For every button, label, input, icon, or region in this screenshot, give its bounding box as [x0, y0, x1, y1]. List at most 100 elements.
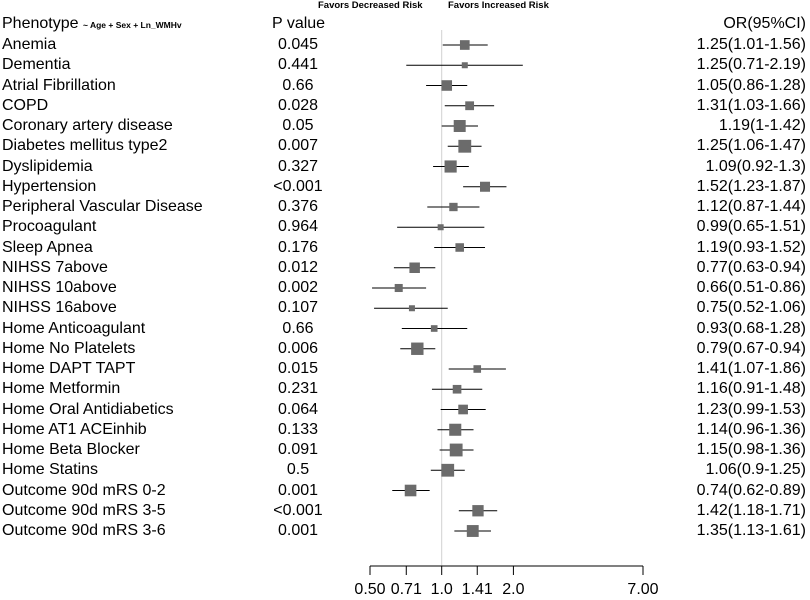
x-tick-label: 7.00 — [627, 581, 658, 598]
row-or-ci: 1.52(1.23-1.87) — [696, 177, 806, 195]
row-label: Home Statins — [2, 461, 99, 479]
point-estimate-marker — [404, 484, 417, 497]
point-estimate-marker — [453, 120, 466, 132]
row-or-ci: 0.77(0.63-0.94) — [696, 258, 806, 276]
row-or-ci: 0.66(0.51-0.86) — [696, 279, 806, 296]
row-label: Dyslipidemia — [2, 157, 93, 175]
row-pvalue: 0.964 — [277, 218, 319, 236]
row-pvalue: 0.327 — [277, 157, 319, 175]
row-pvalue: 0.231 — [277, 380, 319, 398]
phenotype-header-title: Phenotype — [2, 15, 79, 32]
row-or-ci: 0.99(0.65-1.51) — [696, 218, 806, 236]
row-label: COPD — [2, 96, 49, 114]
row-pvalue: 0.376 — [277, 198, 319, 215]
point-estimate-marker — [430, 325, 438, 332]
or-header: OR(95%CI) — [723, 15, 806, 32]
row-label: Home No Platelets — [2, 339, 136, 357]
row-pvalue: 0.012 — [277, 258, 319, 276]
row-label: Home AT1 ACEinhib — [2, 420, 147, 438]
point-estimate-marker — [459, 40, 470, 50]
point-estimate-marker — [465, 101, 475, 111]
point-estimate-marker — [455, 243, 464, 252]
row-pvalue: 0.5 — [286, 461, 310, 479]
row-pvalue: 0.05 — [282, 117, 314, 134]
favors-increased-label: Favors Increased Risk — [448, 0, 549, 11]
row-pvalue: 0.002 — [277, 279, 319, 296]
row-label: NIHSS 10above — [2, 279, 117, 296]
row-or-ci: 1.16(0.91-1.48) — [696, 380, 806, 398]
point-estimate-marker — [461, 62, 468, 69]
point-estimate-marker — [458, 139, 472, 153]
row-or-ci: 1.41(1.07-1.86) — [696, 360, 806, 377]
row-or-ci: 1.25(1.06-1.47) — [696, 137, 806, 155]
x-tick-label: 1.0 — [431, 581, 453, 598]
point-estimate-marker — [409, 262, 420, 273]
row-or-ci: 0.75(0.52-1.06) — [696, 299, 806, 317]
row-or-ci: 0.79(0.67-0.94) — [696, 339, 806, 357]
row-or-ci: 0.74(0.62-0.89) — [696, 481, 806, 499]
row-label: Outcome 90d mRS 3-5 — [2, 501, 166, 519]
point-estimate-marker — [458, 404, 468, 415]
phenotype-header: Phenotype ~ Age + Sex + Ln_WMHv — [2, 15, 182, 34]
point-estimate-marker — [473, 365, 482, 373]
row-or-ci: 1.42(1.18-1.71) — [696, 501, 806, 519]
row-label: Coronary artery disease — [2, 117, 173, 134]
x-tick-label: 1.41 — [462, 581, 493, 598]
row-pvalue: 0.176 — [277, 238, 319, 256]
x-tick-label: 0.50 — [354, 581, 385, 598]
point-estimate-marker — [444, 160, 457, 173]
x-tick-label: 0.71 — [391, 581, 422, 598]
row-or-ci: 1.35(1.13-1.61) — [696, 522, 806, 539]
row-label: Home Anticoagulant — [2, 319, 146, 337]
phenotype-header-formula: ~ Age + Sex + Ln_WMHv — [82, 20, 182, 30]
row-label: Outcome 90d mRS 0-2 — [2, 481, 166, 499]
point-estimate-marker — [437, 224, 444, 231]
point-estimate-marker — [472, 505, 484, 517]
row-pvalue: 0.091 — [277, 441, 319, 458]
point-estimate-marker — [449, 443, 463, 457]
row-pvalue: <0.001 — [273, 501, 323, 519]
row-or-ci: 0.93(0.68-1.28) — [696, 319, 806, 337]
row-label: Anemia — [2, 36, 57, 53]
row-or-ci: 1.19(0.93-1.52) — [696, 238, 806, 256]
row-pvalue: <0.001 — [273, 177, 323, 195]
row-label: Atrial Fibrillation — [2, 76, 116, 94]
row-or-ci: 1.06(0.9-1.25) — [705, 461, 806, 479]
point-estimate-marker — [411, 342, 424, 355]
row-pvalue: 0.007 — [277, 137, 319, 155]
row-label: Home Metformin — [2, 380, 121, 398]
row-pvalue: 0.028 — [277, 96, 319, 114]
x-tick-label: 2.0 — [502, 581, 524, 598]
row-or-ci: 1.15(0.98-1.36) — [696, 441, 806, 458]
row-label: Sleep Apnea — [2, 238, 93, 256]
row-label: Home Beta Blocker — [2, 441, 140, 458]
row-or-ci: 1.23(0.99-1.53) — [696, 400, 806, 418]
row-or-ci: 1.25(0.71-2.19) — [696, 56, 806, 74]
point-estimate-marker — [480, 181, 491, 192]
row-label: Procoagulant — [2, 218, 97, 236]
row-or-ci: 1.09(0.92-1.3) — [705, 157, 806, 175]
point-estimate-marker — [441, 463, 455, 477]
row-or-ci: 1.31(1.03-1.66) — [696, 96, 806, 114]
row-label: Outcome 90d mRS 3-6 — [2, 522, 166, 539]
pvalue-header: P value — [272, 15, 326, 32]
point-estimate-marker — [449, 202, 458, 212]
row-label: NIHSS 16above — [2, 299, 117, 317]
favors-decreased-label: Favors Decreased Risk — [318, 0, 423, 11]
row-or-ci: 1.19(1-1.42) — [718, 117, 806, 134]
row-pvalue: 0.015 — [277, 360, 319, 377]
row-or-ci: 1.05(0.86-1.28) — [696, 76, 806, 94]
row-pvalue: 0.66 — [282, 76, 314, 94]
row-label: Dementia — [2, 56, 71, 74]
point-estimate-marker — [466, 525, 479, 537]
row-pvalue: 0.107 — [277, 299, 319, 317]
row-label: Diabetes mellitus type2 — [2, 137, 168, 155]
point-estimate-marker — [441, 80, 453, 91]
row-pvalue: 0.064 — [277, 400, 319, 418]
row-label: NIHSS 7above — [2, 258, 108, 276]
row-label: Home DAPT TAPT — [2, 360, 136, 377]
row-pvalue: 0.001 — [277, 522, 319, 539]
point-estimate-marker — [394, 283, 403, 293]
row-or-ci: 1.12(0.87-1.44) — [696, 198, 806, 215]
